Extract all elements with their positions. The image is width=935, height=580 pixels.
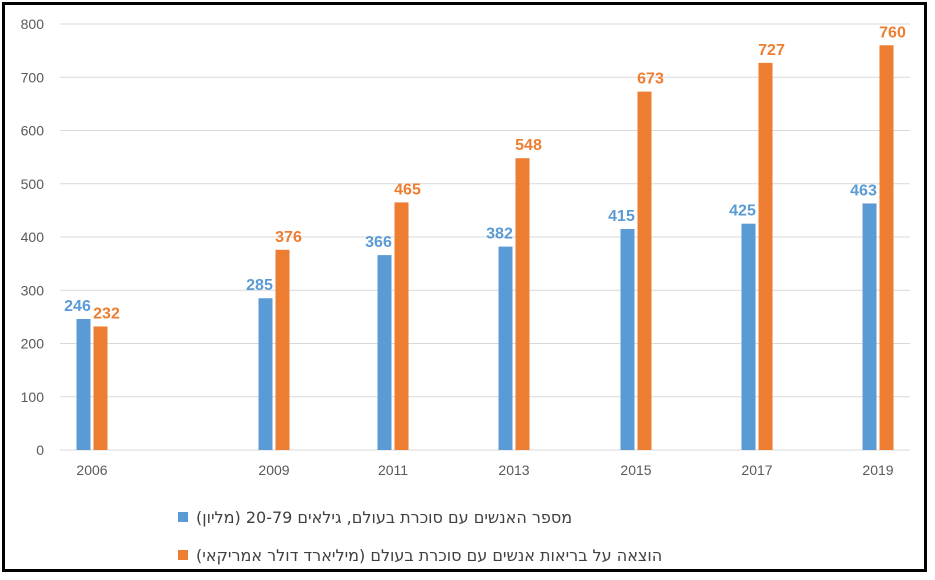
y-tick-label: 200 [21,336,45,352]
bar-series-2-2015 [637,91,652,450]
y-tick-label: 400 [21,229,45,245]
chart-frame [2,2,927,572]
x-tick-label: 2011 [378,462,408,478]
x-tick-label: 2017 [741,462,772,478]
bars [76,45,894,451]
y-axis-ticks: 0 100 200 300 400 500 600 700 800 [21,16,45,458]
x-tick-label: 2009 [258,462,289,478]
data-label-series-2-2019: 760 [879,24,906,41]
y-tick-label: 700 [21,69,45,85]
y-tick-label: 600 [21,123,45,139]
y-tick-label: 300 [21,282,45,298]
data-label-series-2-2017: 727 [758,42,785,59]
y-tick-label: 0 [36,442,44,458]
legend-swatch-series-1 [178,512,188,522]
data-label-series-2-2015: 673 [637,71,664,88]
data-label-series-1-2006: 246 [64,298,91,315]
y-tick-label: 800 [21,16,45,32]
data-label-series-1-2011: 366 [365,234,392,251]
data-label-series-2-2011: 465 [394,181,421,198]
x-tick-label: 2015 [620,462,651,478]
x-tick-label: 2019 [862,462,893,478]
data-labels: 246 232 285 376 366 465 382 548 415 673 425 727 463 7… [64,24,906,322]
bar-series-1-2019 [862,203,877,450]
data-label-series-1-2015: 415 [608,208,635,225]
data-label-series-2-2013: 548 [515,137,542,154]
bar-series-2-2017 [758,62,773,451]
legend-item-series-1: מספר האנשים עם סוכרת בעולם, גילאים 20-79… [178,498,698,536]
bar-series-2-2013 [515,158,530,450]
x-axis-ticks: 2006 2009 2011 2013 2015 2017 2019 [76,462,893,478]
data-label-series-1-2009: 285 [246,277,273,294]
y-tick-label: 500 [21,176,45,192]
bar-series-1-2017 [741,223,756,450]
bar-series-2-2006 [93,326,108,450]
data-label-series-1-2017: 425 [729,203,756,220]
data-label-series-1-2019: 463 [850,182,877,199]
data-label-series-2-2009: 376 [275,229,302,246]
bar-series-1-2006 [76,319,91,450]
legend-label-series-1: מספר האנשים עם סוכרת בעולם, גילאים 20-79… [196,507,573,527]
legend: מספר האנשים עם סוכרת בעולם, גילאים 20-79… [178,498,698,574]
bar-series-2-2019 [879,45,894,451]
bar-series-1-2011 [377,255,392,450]
data-label-series-1-2013: 382 [486,226,513,243]
x-tick-label: 2013 [498,462,529,478]
bar-series-2-2011 [394,202,409,450]
legend-item-series-2: הוצאה על בריאות אנשים עם סוכרת בעולם (מי… [178,536,698,574]
legend-swatch-series-2 [178,550,188,560]
x-tick-label: 2006 [76,462,107,478]
bar-series-1-2009 [258,298,273,450]
bar-series-1-2015 [620,229,635,450]
y-tick-label: 100 [21,389,45,405]
bar-series-2-2009 [275,249,290,450]
gridlines [60,23,910,451]
bar-series-1-2013 [498,246,513,450]
data-label-series-2-2006: 232 [93,305,120,322]
legend-label-series-2: הוצאה על בריאות אנשים עם סוכרת בעולם (מי… [196,545,663,565]
